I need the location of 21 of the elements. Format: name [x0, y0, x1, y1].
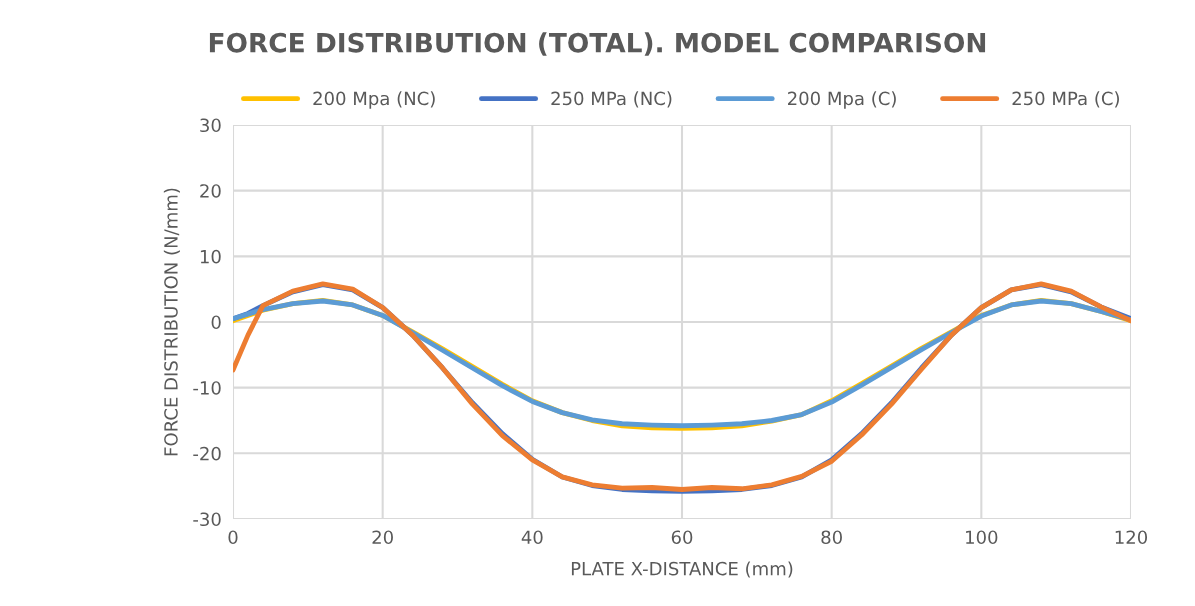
legend-label: 250 MPa (C)	[1012, 91, 1119, 108]
legend-label: 200 Mpa (C)	[788, 91, 896, 109]
y-tick-label: 0	[211, 315, 221, 330]
y-tick-label: -20	[193, 446, 221, 461]
y-tick-label: 10	[200, 249, 221, 264]
x-axis-title: PLATE X-DISTANCE (mm)	[571, 561, 793, 578]
x-tick-label: 100	[966, 530, 998, 545]
legend-label: 250 MPa (NC)	[551, 91, 672, 108]
x-tick-label: 20	[372, 530, 393, 545]
chart-title: FORCE DISTRIBUTION (TOTAL). MODEL COMPARISON	[209, 32, 986, 56]
y-tick-label: -30	[193, 512, 221, 527]
x-tick-label: 80	[821, 530, 842, 545]
x-tick-label: 120	[1115, 530, 1148, 545]
x-tick-label: 0	[228, 530, 238, 545]
y-axis-title: FORCE DISTRIBUTION (N/mm)	[163, 188, 180, 456]
legend-label: 200 Mpa (NC)	[313, 91, 435, 109]
y-tick-label: -10	[193, 381, 221, 395]
x-tick-label: 40	[521, 530, 543, 545]
y-tick-label: 30	[200, 118, 221, 133]
x-tick-label: 60	[671, 530, 693, 545]
y-tick-label: 20	[200, 184, 221, 198]
